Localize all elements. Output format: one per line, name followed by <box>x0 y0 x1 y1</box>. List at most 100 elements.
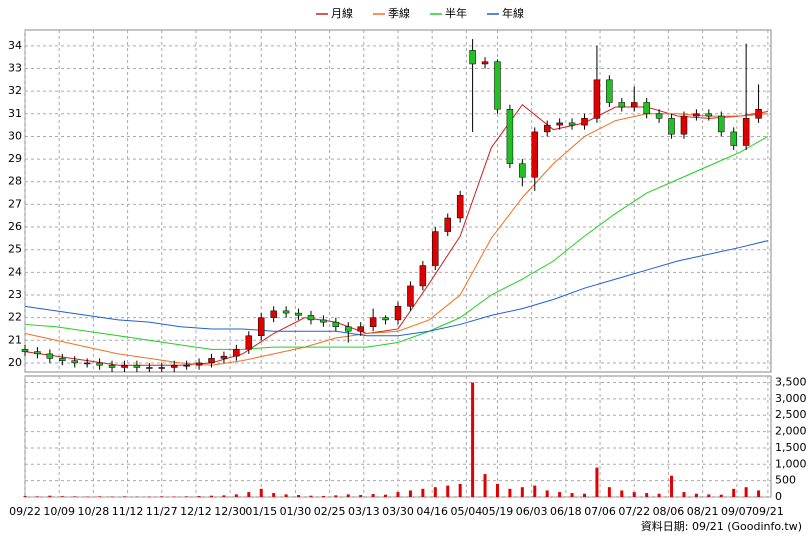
moving-average-line <box>24 240 769 337</box>
volume-bar <box>495 483 499 497</box>
volume-bar <box>657 493 661 497</box>
x-tick-label: 11/12 <box>112 505 144 518</box>
x-tick-label: 10/28 <box>78 505 110 518</box>
x-tick-label: 07/22 <box>618 505 650 518</box>
candle-body <box>146 367 153 369</box>
candle-body <box>320 319 327 323</box>
x-tick-label: 01/15 <box>245 505 277 518</box>
volume-bar <box>732 488 736 497</box>
y-tick-label: 26 <box>8 220 22 233</box>
x-tick-label: 09/22 <box>9 505 41 518</box>
candle-body <box>680 115 688 135</box>
y-tick-label: 34 <box>8 39 22 52</box>
candle-body <box>581 118 588 126</box>
volume-bar <box>433 487 437 497</box>
volume-tick-label: 1,500 <box>775 441 807 454</box>
volume-bar <box>520 487 524 497</box>
volume-bar <box>371 494 375 497</box>
volume-bar <box>210 495 213 497</box>
x-tick-label: 11/27 <box>146 505 178 518</box>
x-tick-label: 08/21 <box>687 505 719 518</box>
volume-tick-label: 0 <box>775 490 782 503</box>
candle-body <box>643 102 650 115</box>
volume-tick-label: 3,500 <box>775 376 807 389</box>
candle-body <box>419 265 427 287</box>
y-tick-label: 32 <box>8 84 22 97</box>
x-tick-label: 05/19 <box>482 505 514 518</box>
y-tick-label: 21 <box>8 333 22 346</box>
volume-bar <box>35 496 39 497</box>
volume-bar <box>757 490 761 497</box>
x-tick-label: 05/04 <box>451 505 483 518</box>
candle-body <box>556 122 563 126</box>
volume-bar <box>620 490 624 497</box>
volume-bar <box>533 485 537 497</box>
candle-body <box>121 364 128 368</box>
y-tick-label: 29 <box>8 152 22 165</box>
x-tick-label: 07/06 <box>584 505 616 518</box>
volume-bar <box>222 495 226 497</box>
candle-body <box>195 362 203 366</box>
volume-bar <box>632 492 636 497</box>
volume-tick-label: 1,000 <box>775 457 807 470</box>
x-tick-label: 06/03 <box>516 505 548 518</box>
x-tick-label: 09/21 <box>752 505 784 518</box>
candle-body <box>705 113 713 117</box>
volume-bar <box>334 495 338 497</box>
candle-body <box>481 61 489 65</box>
volume-bar <box>48 495 52 497</box>
legend-label: 月線 <box>331 6 353 20</box>
candle-body <box>369 317 377 327</box>
volume-bar <box>60 496 64 497</box>
volume-bar <box>682 492 686 497</box>
candle-body <box>270 310 277 318</box>
candle-body <box>444 217 451 232</box>
volume-bar <box>321 496 325 497</box>
candle-body <box>257 317 265 337</box>
y-tick-label: 33 <box>8 62 22 75</box>
candle-body <box>382 317 389 321</box>
y-tick-label: 31 <box>8 107 22 120</box>
candle-body <box>59 358 66 361</box>
candle-body <box>307 315 315 321</box>
candle-body <box>282 310 290 314</box>
y-tick-label: 20 <box>8 356 22 369</box>
candle-body <box>693 113 700 117</box>
volume-tick-label: 3,000 <box>775 392 807 405</box>
y-tick-label: 28 <box>8 175 22 188</box>
candle-body <box>755 109 762 119</box>
volume-bar <box>284 494 288 497</box>
legend-label: 季線 <box>388 6 410 20</box>
source-note: 資料日期: 09/21 (Goodinfo.tw) <box>641 519 802 533</box>
volume-bar <box>122 496 126 497</box>
volume-bar <box>73 496 77 497</box>
volume-bar <box>558 492 562 497</box>
volume-bar <box>719 494 723 497</box>
x-tick-label: 03/13 <box>348 505 380 518</box>
volume-bar <box>583 493 586 497</box>
candle-body <box>655 113 663 119</box>
y-tick-label: 23 <box>8 288 22 301</box>
candle-body <box>630 102 638 108</box>
volume-bar <box>259 488 263 497</box>
candle-body <box>606 79 613 103</box>
volume-bar <box>272 493 276 497</box>
candle-body <box>730 131 737 146</box>
legend-label: 半年 <box>445 6 467 20</box>
candle-body <box>506 109 514 164</box>
x-tick-label: 02/25 <box>314 505 346 518</box>
candle-body <box>208 358 215 364</box>
candle-body <box>432 231 439 266</box>
candle-body <box>170 364 178 368</box>
volume-bar <box>645 493 649 497</box>
volume-bar <box>670 475 674 497</box>
volume-bar <box>744 487 748 497</box>
volume-bar <box>396 492 400 497</box>
candle-body <box>21 349 29 352</box>
volume-bar <box>297 495 301 497</box>
candle-body <box>568 122 576 126</box>
candle-body <box>394 306 402 321</box>
volume-tick-label: 2,500 <box>775 408 807 421</box>
volume-bar <box>570 493 574 497</box>
